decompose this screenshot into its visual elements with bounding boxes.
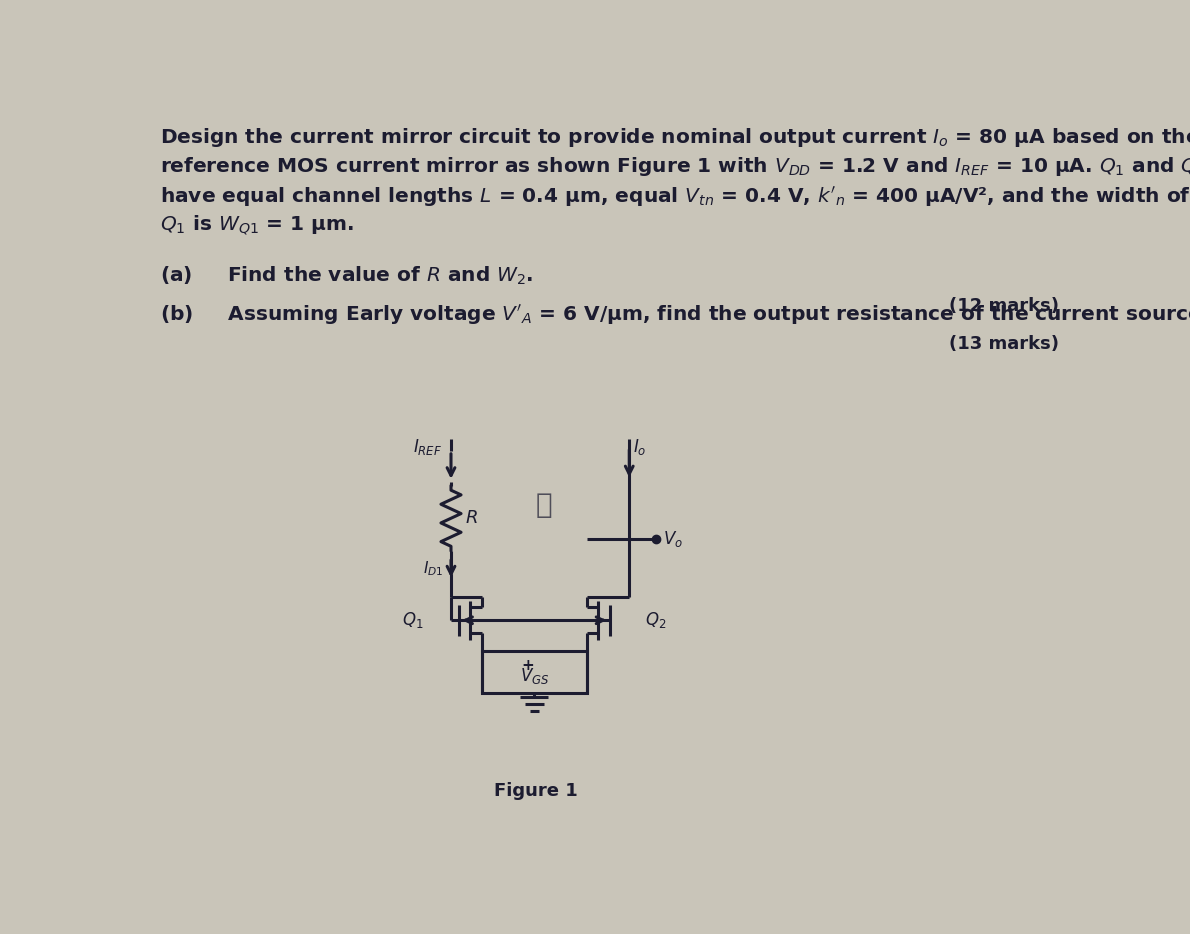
Text: reference MOS current mirror as shown Figure 1 with $V_{DD}$ = 1.2 V and $I_{REF: reference MOS current mirror as shown Fi… [161, 155, 1190, 178]
Text: (a)     Find the value of $R$ and $W_2$.: (a) Find the value of $R$ and $W_2$. [161, 264, 534, 287]
Text: $Q_1$ is $W_{Q1}$ = 1 μm.: $Q_1$ is $W_{Q1}$ = 1 μm. [161, 214, 355, 237]
Bar [482, 651, 587, 693]
Text: $Q_1$: $Q_1$ [402, 610, 424, 630]
Text: $V_{GS}$: $V_{GS}$ [520, 666, 549, 686]
Text: $V_o$: $V_o$ [663, 530, 683, 549]
Text: have equal channel lengths $L$ = 0.4 μm, equal $V_{tn}$ = 0.4 V, $k'_n$ = 400 μA: have equal channel lengths $L$ = 0.4 μm,… [161, 184, 1190, 208]
Text: Design the current mirror circuit to provide nominal output current $I_o$ = 80 μ: Design the current mirror circuit to pro… [161, 126, 1190, 149]
Text: $R$: $R$ [465, 509, 477, 528]
Text: $I_o$: $I_o$ [633, 437, 646, 457]
Text: $I_{REF}$: $I_{REF}$ [413, 437, 441, 457]
Text: +: + [521, 658, 534, 673]
Text: (12 marks): (12 marks) [950, 297, 1059, 315]
Text: Figure 1: Figure 1 [494, 782, 578, 800]
Text: $I_{D1}$: $I_{D1}$ [422, 559, 443, 578]
Text: (b)     Assuming Early voltage $V'_A$ = 6 V/μm, find the output resistance of th: (b) Assuming Early voltage $V'_A$ = 6 V/… [161, 303, 1190, 327]
Text: 👋: 👋 [536, 490, 552, 518]
Text: $Q_2$: $Q_2$ [645, 610, 666, 630]
Text: (13 marks): (13 marks) [950, 335, 1059, 353]
